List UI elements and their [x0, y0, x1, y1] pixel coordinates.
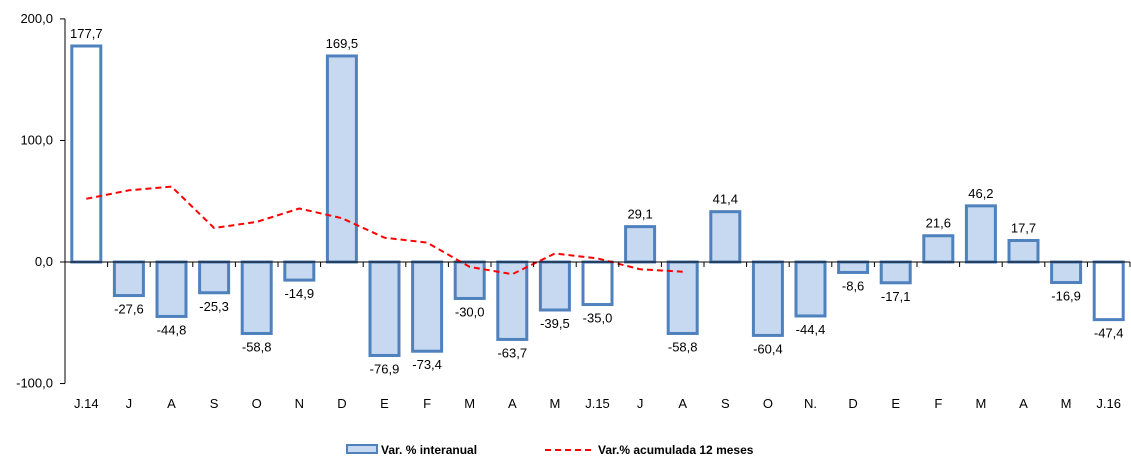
- bar-data-label: 41,4: [713, 192, 738, 207]
- bar: [198, 260, 231, 295]
- bar: [283, 260, 316, 282]
- bar-data-label: -73,4: [412, 357, 442, 372]
- bar: [112, 260, 145, 298]
- bar-data-label: 21,6: [926, 216, 951, 231]
- line-series: [86, 185, 683, 276]
- bar: [624, 225, 657, 264]
- bar-data-label: -58,8: [242, 339, 272, 354]
- x-tick-label: E: [891, 396, 900, 411]
- bar-data-label: -25,3: [199, 299, 229, 314]
- bar: [1007, 238, 1040, 264]
- x-tick-label: F: [423, 396, 431, 411]
- bar-data-label: -60,4: [753, 341, 783, 356]
- x-tick-label: J.15: [585, 396, 610, 411]
- bar: [155, 260, 188, 318]
- legend-bar-swatch: [346, 444, 378, 454]
- bar-data-label: -35,0: [583, 311, 613, 326]
- x-tick-labels: J.14 J A S O N D E F M A M J.15 J A S O N. D E F M A M J.16: [74, 396, 1121, 411]
- legend-bar-label: Var. % interanual: [381, 443, 477, 457]
- x-tick-label: D: [337, 396, 346, 411]
- x-tick-label: J.16: [1096, 396, 1121, 411]
- x-tick-label: A: [678, 396, 687, 411]
- y-tick-labels: 200,0 100,0 0,0 -100,0: [16, 11, 53, 391]
- bar: [709, 210, 742, 264]
- x-tick-label: J: [637, 396, 644, 411]
- legend: Var. % interanual Var.% acumulada 12 mes…: [346, 443, 754, 457]
- x-tick-label: S: [210, 396, 219, 411]
- x-tick-label: A: [167, 396, 176, 411]
- bar-data-label: -14,9: [284, 286, 314, 301]
- bar-data-label: -47,4: [1094, 326, 1124, 341]
- x-tick-label: A: [508, 396, 517, 411]
- bar-data-label: 169,5: [326, 36, 359, 51]
- y-tick-label: 100,0: [20, 132, 53, 147]
- bar-data-label: 177,7: [70, 26, 103, 41]
- y-tick-label: -100,0: [16, 376, 53, 391]
- bar-data-label: 46,2: [968, 186, 993, 201]
- x-tick-label: M: [464, 396, 475, 411]
- x-tick-label: M: [975, 396, 986, 411]
- bar: [240, 260, 273, 335]
- y-tick-label: 200,0: [20, 11, 53, 26]
- zero-line: [64, 261, 1131, 267]
- bar: [496, 260, 529, 341]
- bar-data-label: -44,4: [796, 322, 826, 337]
- bar: [368, 260, 401, 357]
- bar: [1050, 260, 1083, 285]
- bar: [922, 234, 955, 264]
- bar-data-label: -27,6: [114, 302, 144, 317]
- x-tick-label: N: [295, 396, 304, 411]
- x-tick-label: M: [549, 396, 560, 411]
- y-axis: [60, 18, 66, 385]
- bar: [70, 44, 103, 264]
- legend-line-label: Var.% acumulada 12 meses: [598, 443, 754, 457]
- bar: [411, 260, 444, 353]
- x-tick-label: E: [380, 396, 389, 411]
- bar-data-label: -58,8: [668, 339, 698, 354]
- x-tick-label: J: [126, 396, 133, 411]
- x-tick-label: M: [1061, 396, 1072, 411]
- bar-data-label: -30,0: [455, 304, 485, 319]
- bar: [751, 260, 784, 337]
- bar-data-label: -39,5: [540, 316, 570, 331]
- bar-data-label: -44,8: [157, 322, 187, 337]
- bar-data-label: -63,7: [497, 345, 527, 360]
- x-tick-label: O: [252, 396, 262, 411]
- x-tick-label: O: [763, 396, 773, 411]
- x-tick-label: J.14: [74, 396, 99, 411]
- bar: [538, 260, 571, 312]
- bar: [1092, 260, 1125, 322]
- bar: [325, 54, 358, 264]
- x-tick-label: N.: [804, 396, 817, 411]
- bar: [879, 260, 912, 285]
- bar-data-label: -76,9: [370, 361, 400, 376]
- x-tick-label: A: [1019, 396, 1028, 411]
- bar-series: [70, 44, 1125, 357]
- bar-data-label: 17,7: [1011, 220, 1036, 235]
- x-tick-label: F: [934, 396, 942, 411]
- line-path: [86, 185, 683, 276]
- bar: [964, 204, 997, 264]
- bar: [581, 260, 614, 307]
- x-tick-label: D: [848, 396, 857, 411]
- y-tick-label: 0,0: [35, 254, 53, 269]
- bar: [794, 260, 827, 318]
- x-tick-label: S: [721, 396, 730, 411]
- bar-data-label: 29,1: [627, 207, 652, 222]
- bar: [666, 260, 699, 335]
- data-labels: 177,7 -27,6 -44,8 -25,3 -58,8 -14,9 169,5 -76,9…: [70, 26, 1123, 376]
- bar-data-label: -17,1: [881, 289, 911, 304]
- bar-data-label: -16,9: [1051, 289, 1081, 304]
- bar: [837, 260, 870, 274]
- bar-data-label: -8,6: [842, 278, 864, 293]
